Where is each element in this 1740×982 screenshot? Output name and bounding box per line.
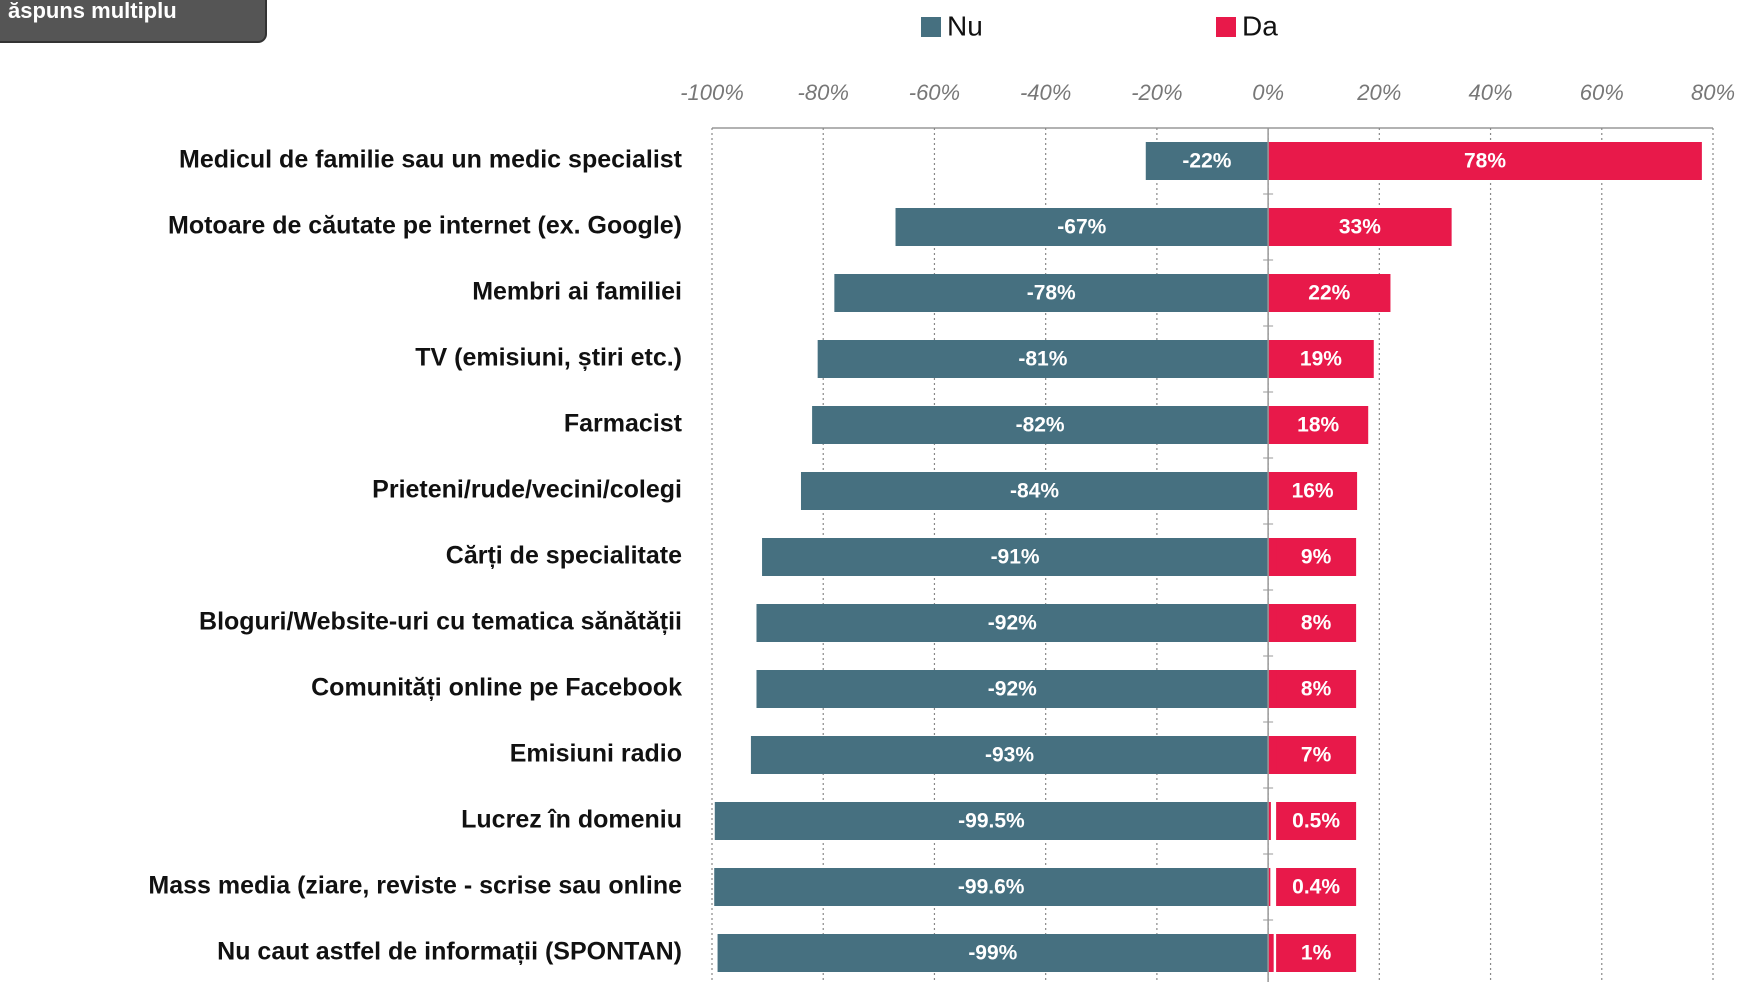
badge: ăspuns multiplu [8,0,177,23]
value-label: -78% [1027,282,1076,305]
legend-label: Da [1242,10,1278,41]
bar [812,406,1269,444]
value-label-bg [1276,538,1357,576]
legend-swatch [921,17,941,37]
value-label-bg [1276,604,1357,642]
bar [1268,472,1358,510]
value-label: 22% [1308,282,1350,305]
value-label: 8% [1301,612,1332,635]
x-tick-label: -80% [798,80,849,105]
category-label: Mass media (ziare, reviste - scrise sau … [148,872,682,900]
value-label: 9% [1301,546,1332,569]
value-label: 33% [1339,216,1381,239]
x-tick-label: -100% [680,80,744,105]
value-label: -99% [968,942,1017,965]
category-label: Motoare de căutate pe internet (ex. Goog… [168,212,682,240]
value-label: 0.5% [1292,810,1340,833]
value-label: -67% [1057,216,1106,239]
bar [895,208,1269,246]
value-label: -82% [1016,414,1065,437]
bar [1268,934,1274,972]
bar [1268,274,1391,312]
bar [1268,802,1271,840]
badge-box [0,0,267,43]
value-label: 78% [1464,150,1506,173]
legend-label: Nu [947,10,983,41]
x-tick-label: 0% [1252,80,1284,105]
value-label: 0.4% [1292,876,1340,899]
bar [762,538,1269,576]
bar [1145,142,1269,180]
bar [1268,208,1452,246]
bar [717,934,1269,972]
value-label: -93% [985,744,1034,767]
bar [817,340,1269,378]
value-label: 8% [1301,678,1332,701]
category-label: Emisiuni radio [510,740,682,768]
x-tick-label: 40% [1469,80,1513,105]
category-label: Farmacist [564,410,683,438]
value-label: -84% [1010,480,1059,503]
value-label-bg [1276,868,1357,906]
bar [834,274,1269,312]
value-label-bg [1276,670,1357,708]
bar [756,670,1269,708]
value-label-bg [1276,736,1357,774]
bar [714,868,1269,906]
value-label: -22% [1182,150,1231,173]
value-label-bg [1276,802,1357,840]
bar [800,472,1269,510]
category-label: Bloguri/Website-uri cu tematica sănătăți… [199,608,682,636]
category-label: TV (emisiuni, știri etc.) [415,344,682,372]
x-tick-label: -20% [1131,80,1182,105]
category-label: Lucrez în domeniu [461,806,682,834]
bar [1268,868,1271,906]
value-label: -91% [991,546,1040,569]
category-label: Comunități online pe Facebook [311,674,682,702]
value-label: 1% [1301,942,1332,965]
value-label: 19% [1300,348,1342,371]
bar [1268,406,1369,444]
x-tick-label: -60% [909,80,960,105]
bar [1268,340,1374,378]
bar [714,802,1269,840]
category-label: Medicul de familie sau un medic speciali… [179,146,683,174]
value-label: 7% [1301,744,1332,767]
category-label: Membri ai familiei [472,278,682,306]
x-tick-label: -40% [1020,80,1071,105]
value-label: -92% [988,612,1037,635]
value-label: -99.5% [958,810,1025,833]
category-label: Prieteni/rude/vecini/colegi [372,476,682,504]
value-label: -99.6% [958,876,1025,899]
x-tick-label: 80% [1691,80,1735,105]
value-label: -81% [1018,348,1067,371]
bar [1268,142,1702,180]
bar [750,736,1269,774]
value-label: 18% [1297,414,1339,437]
value-label: -92% [988,678,1037,701]
category-label: Cărți de specialitate [446,542,682,570]
x-tick-label: 60% [1580,80,1624,105]
legend-swatch [1216,17,1236,37]
value-label-bg [1276,934,1357,972]
value-label: 16% [1292,480,1334,503]
category-label: Nu caut astfel de informații (SPONTAN) [217,938,682,966]
x-tick-label: 20% [1356,80,1401,105]
bar [756,604,1269,642]
